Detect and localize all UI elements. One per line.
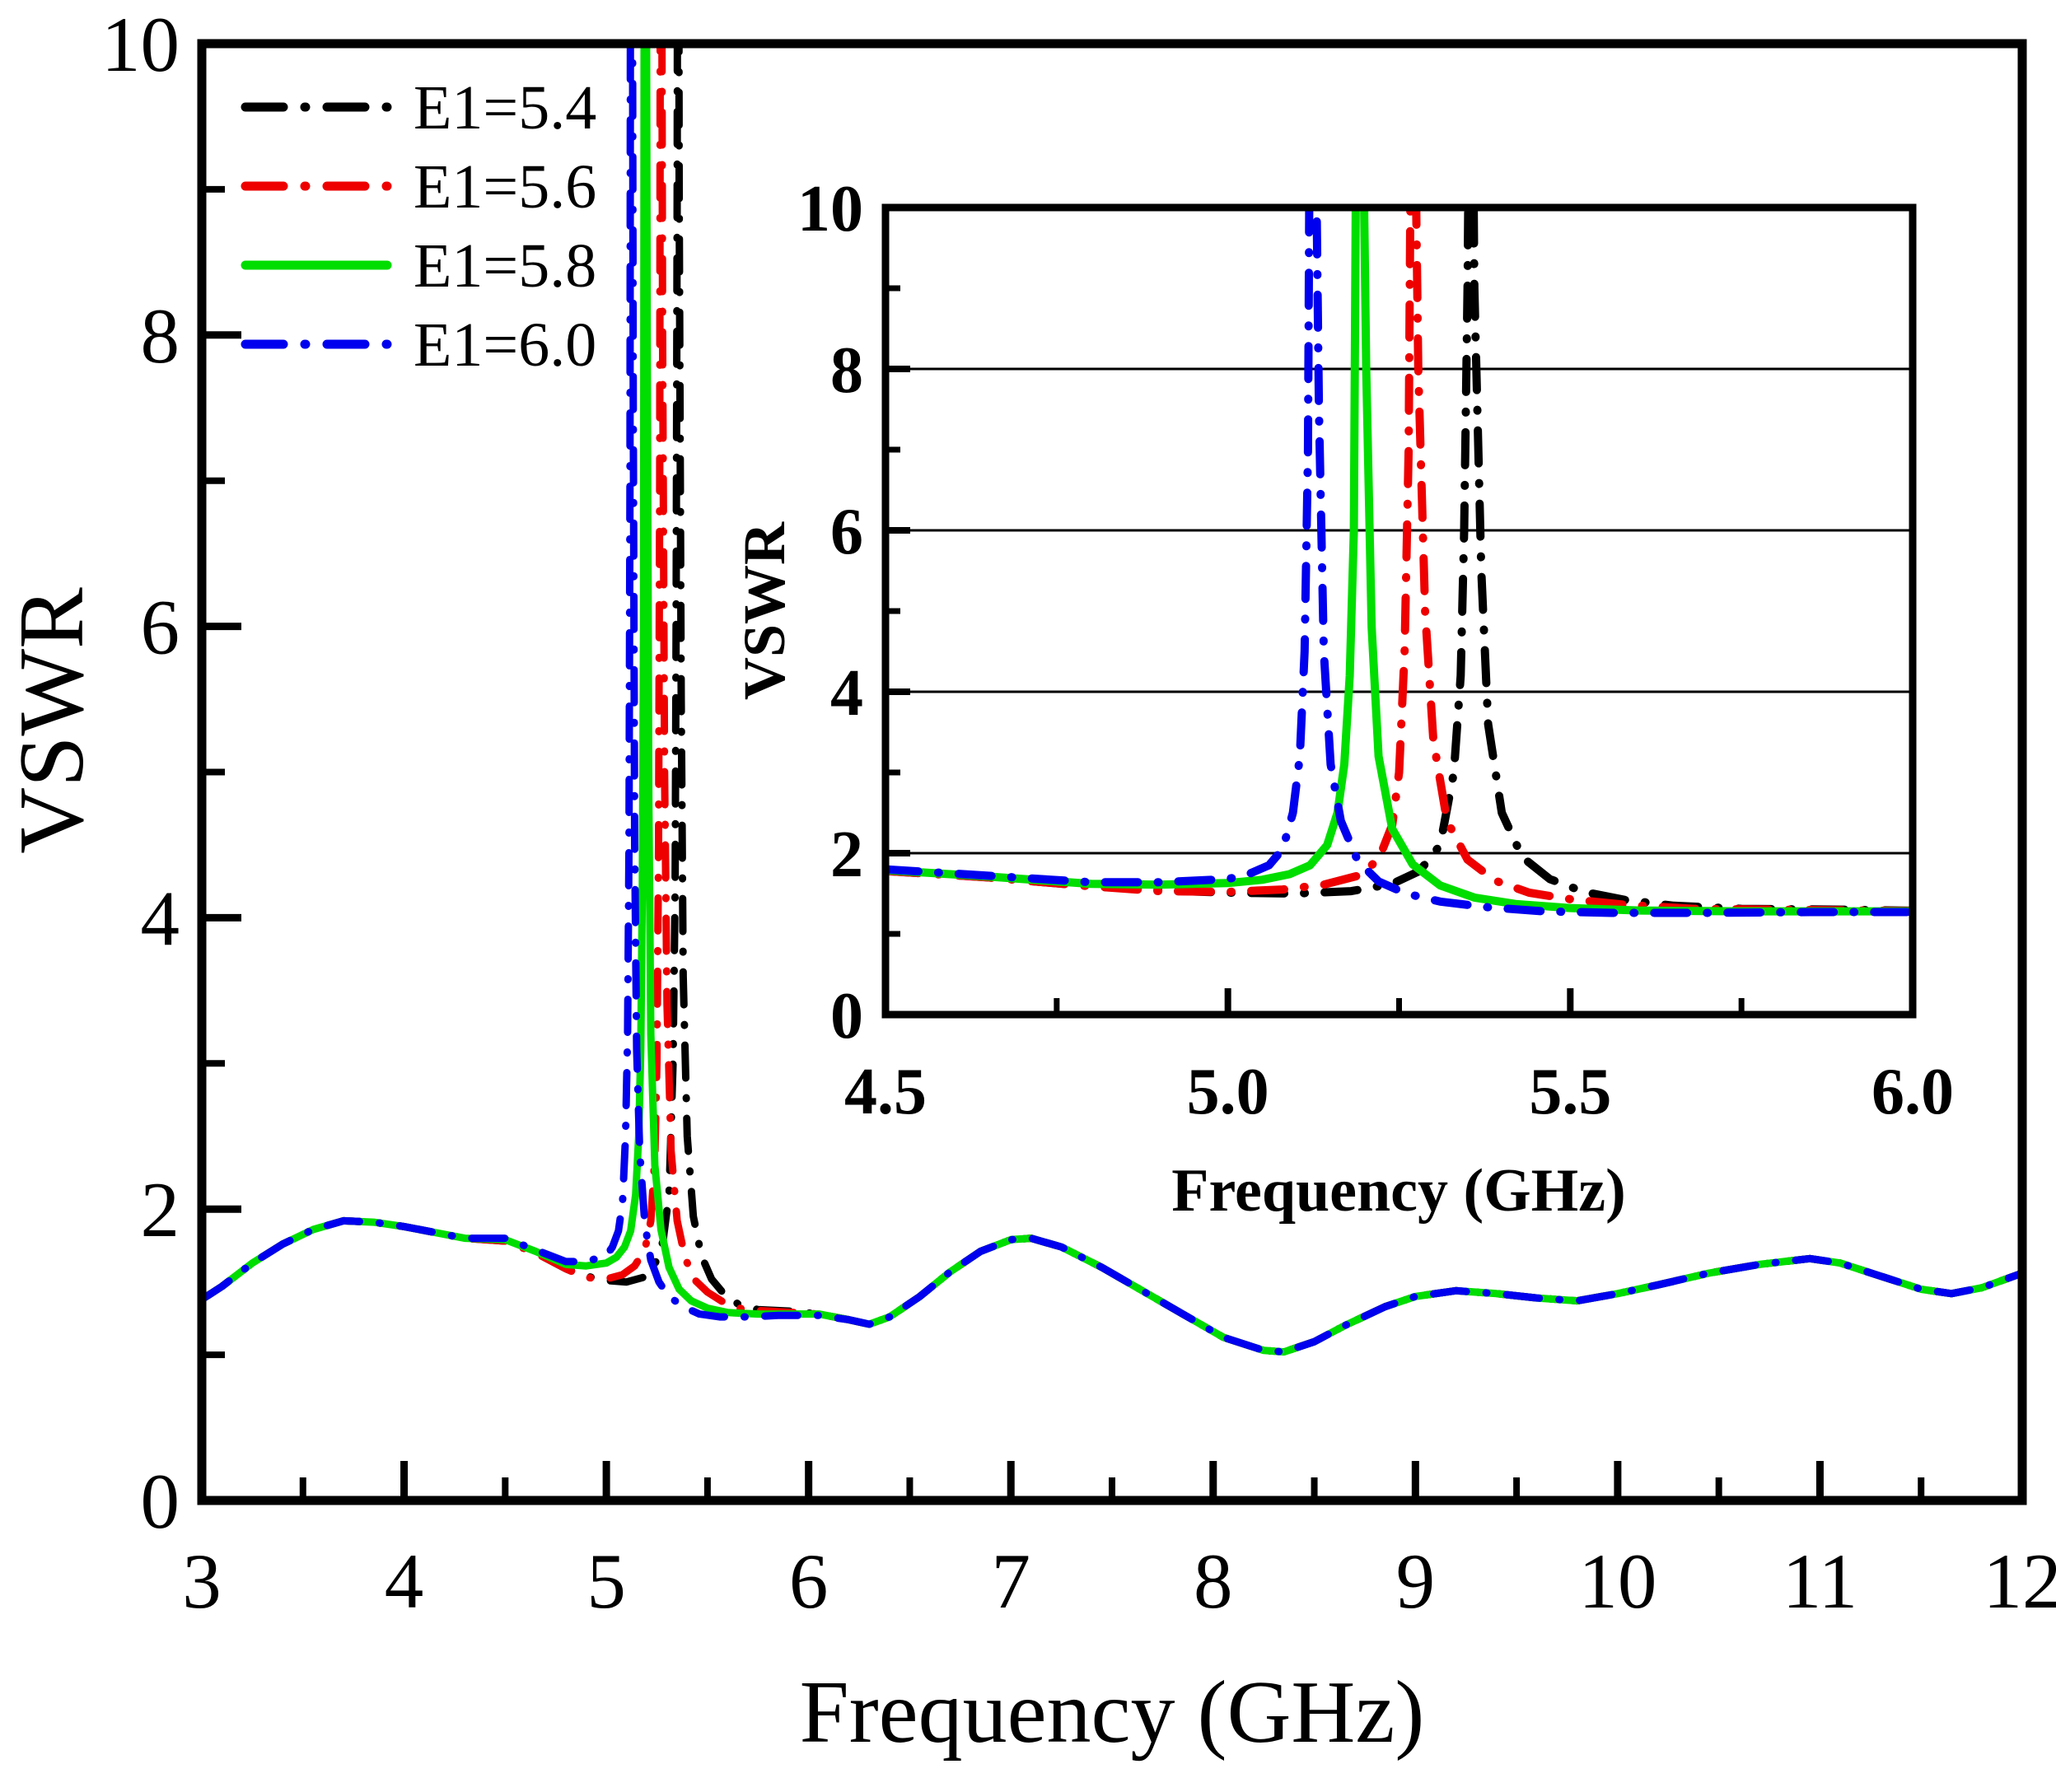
inset-y-tick-label: 0 (830, 980, 863, 1052)
main-x-tick-label: 10 (1578, 1538, 1656, 1625)
main-y-tick-label: 0 (141, 1458, 180, 1545)
main-x-tick-label: 9 (1396, 1538, 1436, 1625)
legend-item-E1=5.6: E1=5.6 (241, 152, 596, 222)
inset-y-tick-label: 4 (830, 657, 863, 730)
main-x-tick-label: 7 (991, 1538, 1030, 1625)
main-y-axis-title: VSWR (1, 587, 103, 854)
main-curves (202, 44, 2022, 1356)
main-y-tick-label: 8 (141, 292, 180, 380)
main-y-tick-label: 10 (101, 1, 180, 88)
inset-y-tick-label: 2 (830, 819, 863, 891)
main-y-tick-label: 4 (141, 875, 180, 962)
inset-y-tick-label: 10 (797, 173, 863, 245)
main-x-tick-label: 3 (182, 1538, 222, 1625)
main-x-tick-label: 5 (586, 1538, 626, 1625)
inset-axes-box (881, 203, 1917, 1019)
main-y-tick-label: 6 (141, 584, 180, 671)
inset-y-tick-label: 8 (830, 334, 863, 407)
main-x-tick-label: 11 (1783, 1538, 1857, 1625)
inset-x-tick-label: 5.5 (1529, 1056, 1611, 1128)
inset-y-axis-title: VSWR (731, 521, 797, 700)
legend-label: E1=5.6 (414, 152, 596, 222)
inset-x-tick-label: 6.0 (1871, 1056, 1954, 1128)
legend-item-E1=5.8: E1=5.8 (241, 231, 596, 301)
inset-x-tick-label: 5.0 (1187, 1056, 1269, 1128)
legend-label: E1=5.8 (414, 231, 596, 301)
inset-plot: 4.5 5.0 5.5 6.0 0 2 4 6 8 10 Frequency (GHz) VSWR (731, 173, 1954, 1225)
main-x-tick-label: 6 (789, 1538, 829, 1625)
inset-y-tick-label: 6 (830, 496, 863, 568)
inset-curves (885, 208, 1913, 917)
main-axes-box (197, 39, 2027, 1505)
main-y-tick-label: 2 (141, 1166, 180, 1253)
main-x-tick-label: 12 (1984, 1538, 2056, 1625)
main-x-tick-label: 8 (1194, 1538, 1233, 1625)
legend-item-E1=5.4: E1=5.4 (241, 73, 596, 142)
inset-x-tick-label: 4.5 (844, 1056, 927, 1128)
inset-series-line-E1=5.4 (885, 208, 1913, 915)
main-x-tick-label: 4 (385, 1538, 424, 1625)
legend-label: E1=5.4 (414, 73, 596, 142)
inset-series-line-E1=6.0 (885, 208, 1913, 917)
main-x-axis-title: Frequency (GHz) (800, 1664, 1425, 1762)
inset-x-axis-title: Frequency (GHz) (1171, 1157, 1625, 1225)
series-line-E1=6.0 (202, 44, 2022, 1356)
inset-series-line-E1=5.8 (885, 208, 1913, 916)
inset-series-line-E1=5.6 (885, 208, 1913, 916)
legend: E1=5.4 E1=5.6 E1=5.8 E1=6.0 (241, 73, 596, 380)
legend-item-E1=6.0: E1=6.0 (241, 310, 596, 380)
legend-label: E1=6.0 (414, 310, 596, 380)
